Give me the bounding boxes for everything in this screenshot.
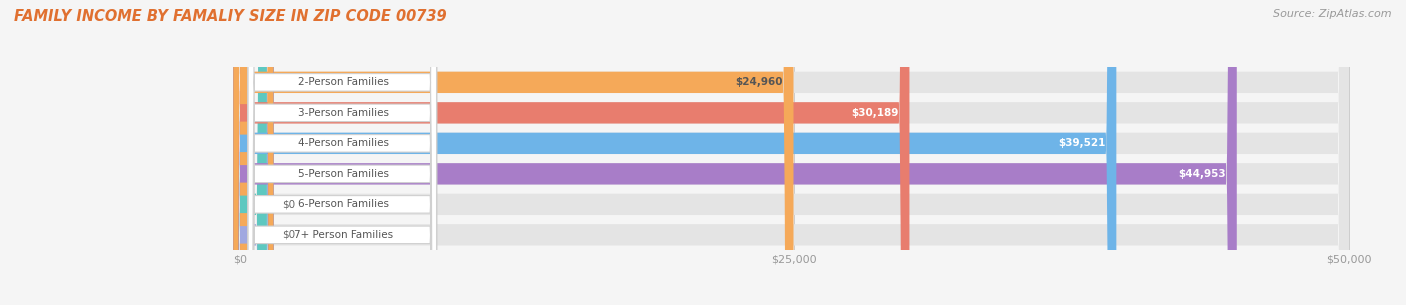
FancyBboxPatch shape — [240, 0, 1348, 305]
FancyBboxPatch shape — [240, 0, 267, 305]
FancyBboxPatch shape — [247, 0, 436, 305]
FancyBboxPatch shape — [247, 0, 436, 305]
Text: 2-Person Families: 2-Person Families — [298, 77, 389, 87]
FancyBboxPatch shape — [233, 0, 273, 305]
Text: $44,953: $44,953 — [1178, 169, 1226, 179]
FancyBboxPatch shape — [240, 0, 1348, 305]
FancyBboxPatch shape — [240, 0, 793, 305]
FancyBboxPatch shape — [240, 0, 267, 305]
FancyBboxPatch shape — [240, 0, 910, 305]
FancyBboxPatch shape — [233, 0, 273, 305]
Text: 6-Person Families: 6-Person Families — [298, 199, 389, 209]
FancyBboxPatch shape — [233, 0, 273, 305]
FancyBboxPatch shape — [240, 0, 1348, 305]
Text: FAMILY INCOME BY FAMALIY SIZE IN ZIP CODE 00739: FAMILY INCOME BY FAMALIY SIZE IN ZIP COD… — [14, 9, 447, 24]
FancyBboxPatch shape — [240, 0, 1348, 305]
FancyBboxPatch shape — [233, 0, 273, 305]
FancyBboxPatch shape — [240, 0, 1116, 305]
Text: Source: ZipAtlas.com: Source: ZipAtlas.com — [1274, 9, 1392, 19]
FancyBboxPatch shape — [247, 0, 436, 305]
Text: 5-Person Families: 5-Person Families — [298, 169, 389, 179]
FancyBboxPatch shape — [247, 0, 436, 305]
FancyBboxPatch shape — [233, 0, 273, 305]
FancyBboxPatch shape — [240, 0, 1348, 305]
FancyBboxPatch shape — [240, 0, 1237, 305]
Text: 4-Person Families: 4-Person Families — [298, 138, 389, 148]
Text: 3-Person Families: 3-Person Families — [298, 108, 389, 118]
Text: 7+ Person Families: 7+ Person Families — [294, 230, 394, 240]
FancyBboxPatch shape — [233, 0, 273, 305]
FancyBboxPatch shape — [247, 0, 436, 305]
Text: $30,189: $30,189 — [851, 108, 898, 118]
Text: $0: $0 — [283, 230, 295, 240]
Text: $24,960: $24,960 — [735, 77, 782, 87]
FancyBboxPatch shape — [247, 0, 436, 305]
Text: $0: $0 — [283, 199, 295, 209]
Text: $39,521: $39,521 — [1057, 138, 1105, 148]
FancyBboxPatch shape — [240, 0, 1348, 305]
